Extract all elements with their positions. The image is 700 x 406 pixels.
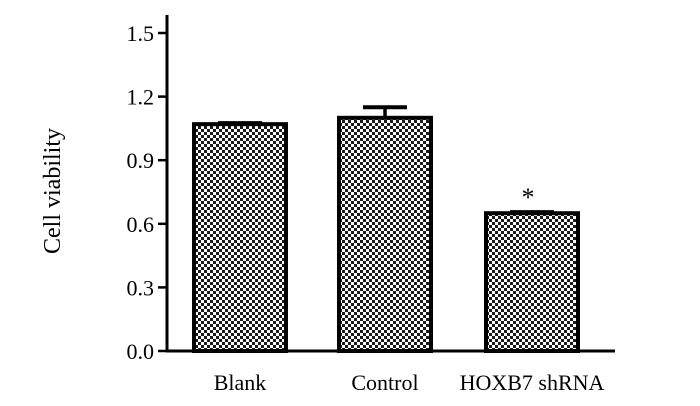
significance-marker: * — [522, 183, 535, 212]
y-tick-label: 1.2 — [127, 85, 155, 110]
y-tick-label: 1.5 — [127, 21, 155, 46]
bar — [192, 122, 288, 353]
y-axis-title: Cell viability — [40, 128, 66, 254]
y-tick-label: 0.6 — [127, 212, 155, 237]
bar — [484, 211, 580, 353]
y-tick-label: 0.0 — [127, 339, 155, 364]
x-category-label: Blank — [214, 370, 267, 395]
x-category-label: Control — [351, 370, 418, 395]
y-tick-label: 0.3 — [127, 275, 155, 300]
labels: Blank Control HOXB7 shRNA * — [214, 183, 605, 395]
y-tick-label: 0.9 — [127, 148, 155, 173]
x-category-label: HOXB7 shRNA — [460, 370, 605, 395]
y-axis-title-group: Cell viability — [40, 128, 66, 254]
bar — [337, 115, 433, 353]
bars — [192, 105, 580, 353]
